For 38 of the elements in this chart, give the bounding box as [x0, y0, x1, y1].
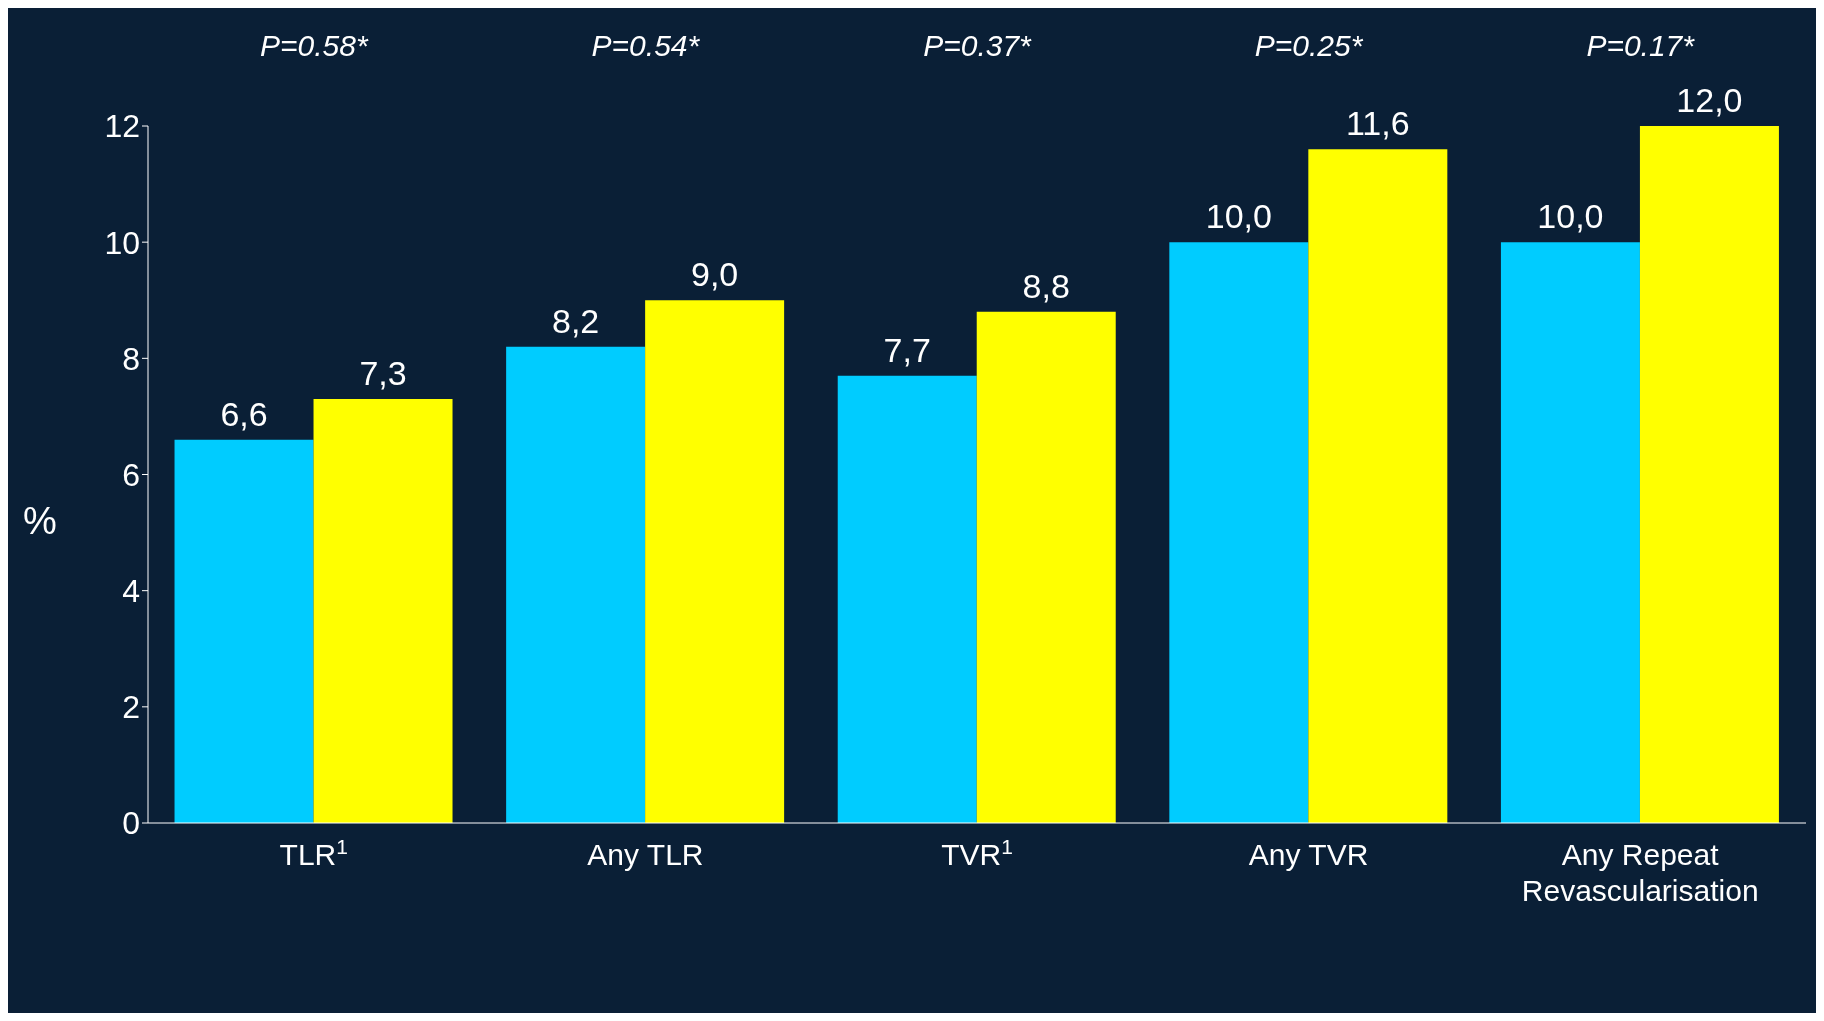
- x-tick-label: TLR$^{1}$: [279, 834, 348, 871]
- data-label: 10,0: [1537, 197, 1604, 236]
- bar: [1639, 126, 1779, 823]
- data-label: 8,2: [552, 301, 600, 340]
- x-tick-label: Any Repeat Revascularisation: [1521, 838, 1759, 907]
- y-tick-label: 2: [122, 689, 140, 726]
- y-tick-label: 6: [122, 456, 140, 493]
- bar: [174, 439, 314, 823]
- text: P=0.17*: [1586, 29, 1696, 62]
- y-tick-label: 0: [122, 805, 140, 842]
- text: P=0.54*: [591, 29, 701, 62]
- bar: [1500, 242, 1640, 823]
- text: P=0.25*: [1254, 29, 1364, 62]
- y-axis-title: %: [23, 500, 57, 542]
- data-label: 10,0: [1205, 197, 1272, 236]
- bar: [506, 346, 646, 823]
- text: P=0.37*: [923, 29, 1033, 62]
- data-label: 7,7: [883, 330, 931, 369]
- bar: [645, 300, 785, 823]
- x-tick-label: Any TLR: [587, 838, 704, 871]
- data-label: 6,6: [220, 394, 268, 433]
- x-tick-label: Any TVR: [1248, 838, 1369, 871]
- y-tick-label: 4: [122, 573, 140, 610]
- bar: [1169, 242, 1309, 823]
- y-tick-label: 10: [104, 224, 140, 261]
- bar: [837, 375, 977, 823]
- data-label: 9,0: [691, 255, 739, 294]
- x-tick-label: TVR$^{1}$: [941, 834, 1013, 871]
- text: P=0.58*: [260, 29, 369, 62]
- y-tick-label: 12: [104, 108, 140, 145]
- data-label: 7,3: [359, 353, 407, 392]
- bar: [1308, 149, 1448, 823]
- y-tick-label: 8: [122, 340, 140, 377]
- bar: [313, 398, 453, 823]
- bar: [976, 311, 1116, 823]
- data-label: 8,8: [1022, 266, 1070, 305]
- data-label: 11,6: [1346, 104, 1410, 143]
- data-label: 12,0: [1676, 81, 1743, 119]
